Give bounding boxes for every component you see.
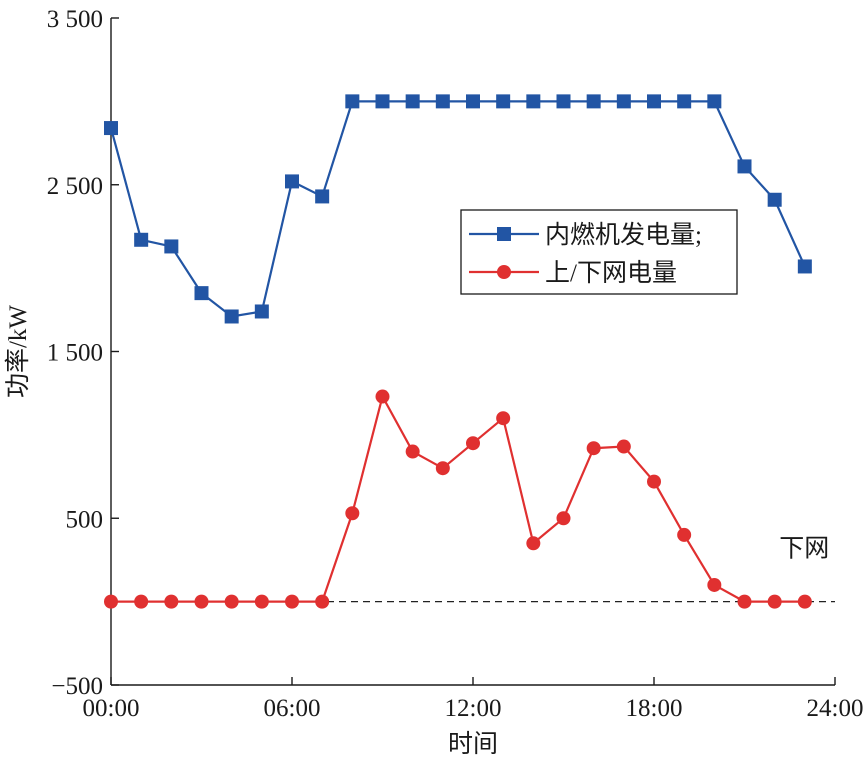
series-1-point <box>767 192 782 207</box>
y-tick-label: 500 <box>66 506 104 533</box>
series-1-point <box>526 94 541 109</box>
series-2-point <box>556 511 571 526</box>
series-2-point <box>677 527 692 542</box>
series-1-point <box>104 121 118 136</box>
series-1-point <box>224 309 239 324</box>
series-2-point <box>194 594 209 609</box>
x-tick-label: 06:00 <box>264 695 321 722</box>
series-2-point <box>435 461 450 476</box>
series-1-point <box>496 94 511 109</box>
series-1-point <box>737 159 752 174</box>
series-2-point <box>224 594 239 609</box>
x-tick-label: 24:00 <box>807 695 864 722</box>
series-1-point <box>677 94 692 109</box>
series-2-point <box>375 389 390 404</box>
legend-swatch-square-marker <box>497 227 511 241</box>
series-1-point <box>134 232 149 247</box>
series-1-point <box>556 94 571 109</box>
legend-label: 内燃机发电量; <box>545 221 702 249</box>
axes: −500 500 1 500 2 500 3 500 00:00 06:00 12:00 18:… <box>4 6 863 758</box>
series-2-point <box>496 411 511 426</box>
series-2-point <box>647 474 661 489</box>
x-tick-label: 12:00 <box>445 695 502 722</box>
annotation-label: 下网 <box>779 536 829 563</box>
y-axis-label: 功率/kW <box>4 305 32 398</box>
series-2-point <box>737 594 752 609</box>
series-2-point <box>586 441 601 456</box>
series-1-point <box>315 189 330 204</box>
series-2-point <box>345 506 360 521</box>
legend-box <box>460 209 738 295</box>
series-1-point <box>405 94 420 109</box>
series-2-point <box>767 594 782 609</box>
x-tick-label: 18:00 <box>626 695 683 722</box>
y-tick-label: 2 500 <box>47 173 103 200</box>
series-1-point <box>586 94 601 109</box>
series-1-point <box>375 94 390 109</box>
series-1-point <box>616 94 631 109</box>
series-2-line <box>111 393 805 603</box>
x-axis-label: 时间 <box>448 730 498 758</box>
series-2-point <box>104 594 118 609</box>
x-tick-label: 00:00 <box>83 695 140 722</box>
series-2-point <box>466 436 480 451</box>
series-2-point <box>254 594 269 609</box>
series-2-point <box>797 594 812 609</box>
y-tick-label: 1 500 <box>47 340 103 367</box>
series-1-point <box>435 94 450 109</box>
series-1-point <box>285 174 299 189</box>
y-tick-label: 3 500 <box>47 6 103 33</box>
series-2-point <box>405 444 420 459</box>
series-1-point <box>164 239 179 254</box>
series-2-point <box>526 536 541 551</box>
y-tick-label: −500 <box>51 673 103 700</box>
series-2-point <box>164 594 179 609</box>
series-1-point <box>647 94 661 109</box>
series-1-point <box>797 259 812 274</box>
series-layer <box>104 94 812 609</box>
series-2-point <box>616 439 631 454</box>
series-1-point <box>254 304 269 319</box>
series-2 <box>104 389 812 609</box>
series-1-point <box>345 94 360 109</box>
series-1-point <box>707 94 722 109</box>
series-2-point <box>285 594 299 609</box>
series-1-point <box>466 94 480 109</box>
legend-swatch-circle-marker <box>497 265 511 279</box>
annotation-layer: 下网 <box>779 536 829 563</box>
legend: 内燃机发电量; 上/下网电量 <box>460 209 738 295</box>
series-2-point <box>315 594 330 609</box>
series-1 <box>104 94 812 324</box>
series-2-point <box>134 594 149 609</box>
legend-label: 上/下网电量 <box>545 259 677 287</box>
series-1-point <box>194 286 209 301</box>
series-2-point <box>707 577 722 592</box>
